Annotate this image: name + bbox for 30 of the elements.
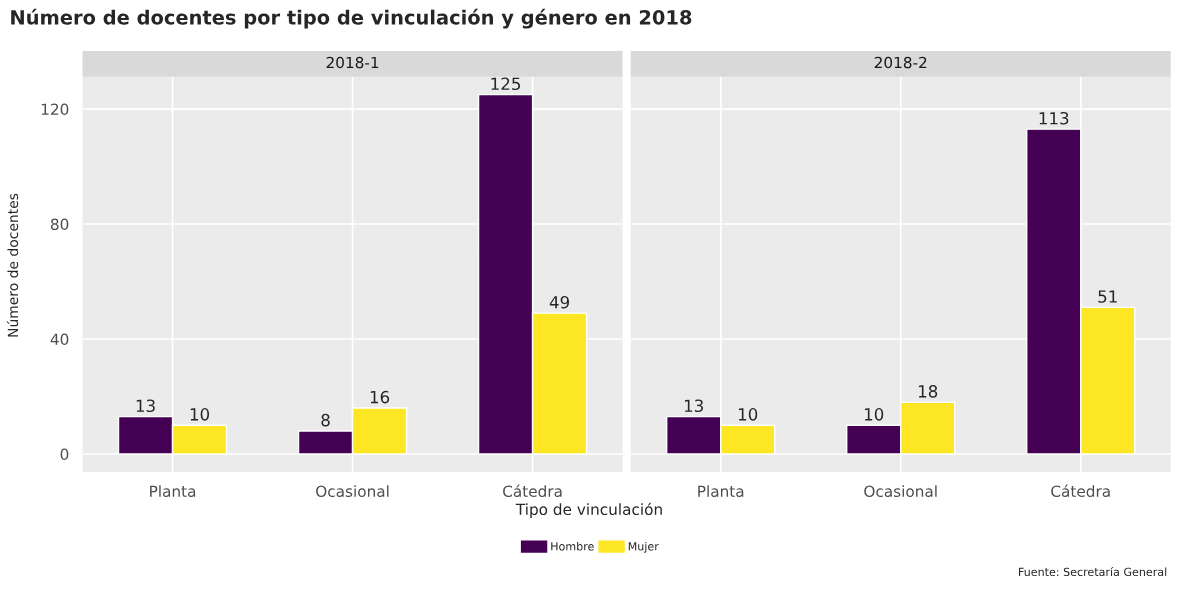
data-label: 16 [370,390,390,404]
y-axis-title: Número de docentes [6,193,19,337]
source-note: Fuente: Secretaría General [1019,567,1167,577]
data-label: 13 [684,399,703,413]
x-tick-label: Cátedra [1051,484,1110,498]
x-tick-label: Planta [150,485,196,498]
data-label: 49 [549,295,570,309]
x-tick-label: Planta [698,485,744,498]
data-label: 10 [738,408,758,421]
chart-subtitle: 2018-2 [874,56,927,69]
y-tick-label: 80 [50,218,69,231]
data-label: 10 [864,408,884,421]
data-label: 113 [1039,111,1069,125]
y-tick-label: 0 [60,448,69,461]
x-tick-label: Ocasional [864,485,937,498]
x-tick-label: Cátedra [503,484,562,498]
y-tick-label: 120 [41,103,69,116]
data-label: 51 [1098,290,1117,303]
data-label: 125 [491,77,521,91]
legend-label: Mujer [628,541,659,553]
legend-label: Hombre [551,541,594,551]
data-label: 10 [190,408,210,421]
chart-subtitle: 2018-1 [326,56,379,69]
x-axis-title: Tipo de vinculación [515,502,662,519]
chart-title: Número de docentes por tipo de vinculación y género en 2018 [11,8,692,29]
data-label: 18 [918,385,938,398]
x-tick-label: Ocasional [316,485,389,498]
data-label: 13 [136,399,155,413]
y-tick-label: 40 [50,333,69,346]
data-label: 8 [321,413,330,427]
